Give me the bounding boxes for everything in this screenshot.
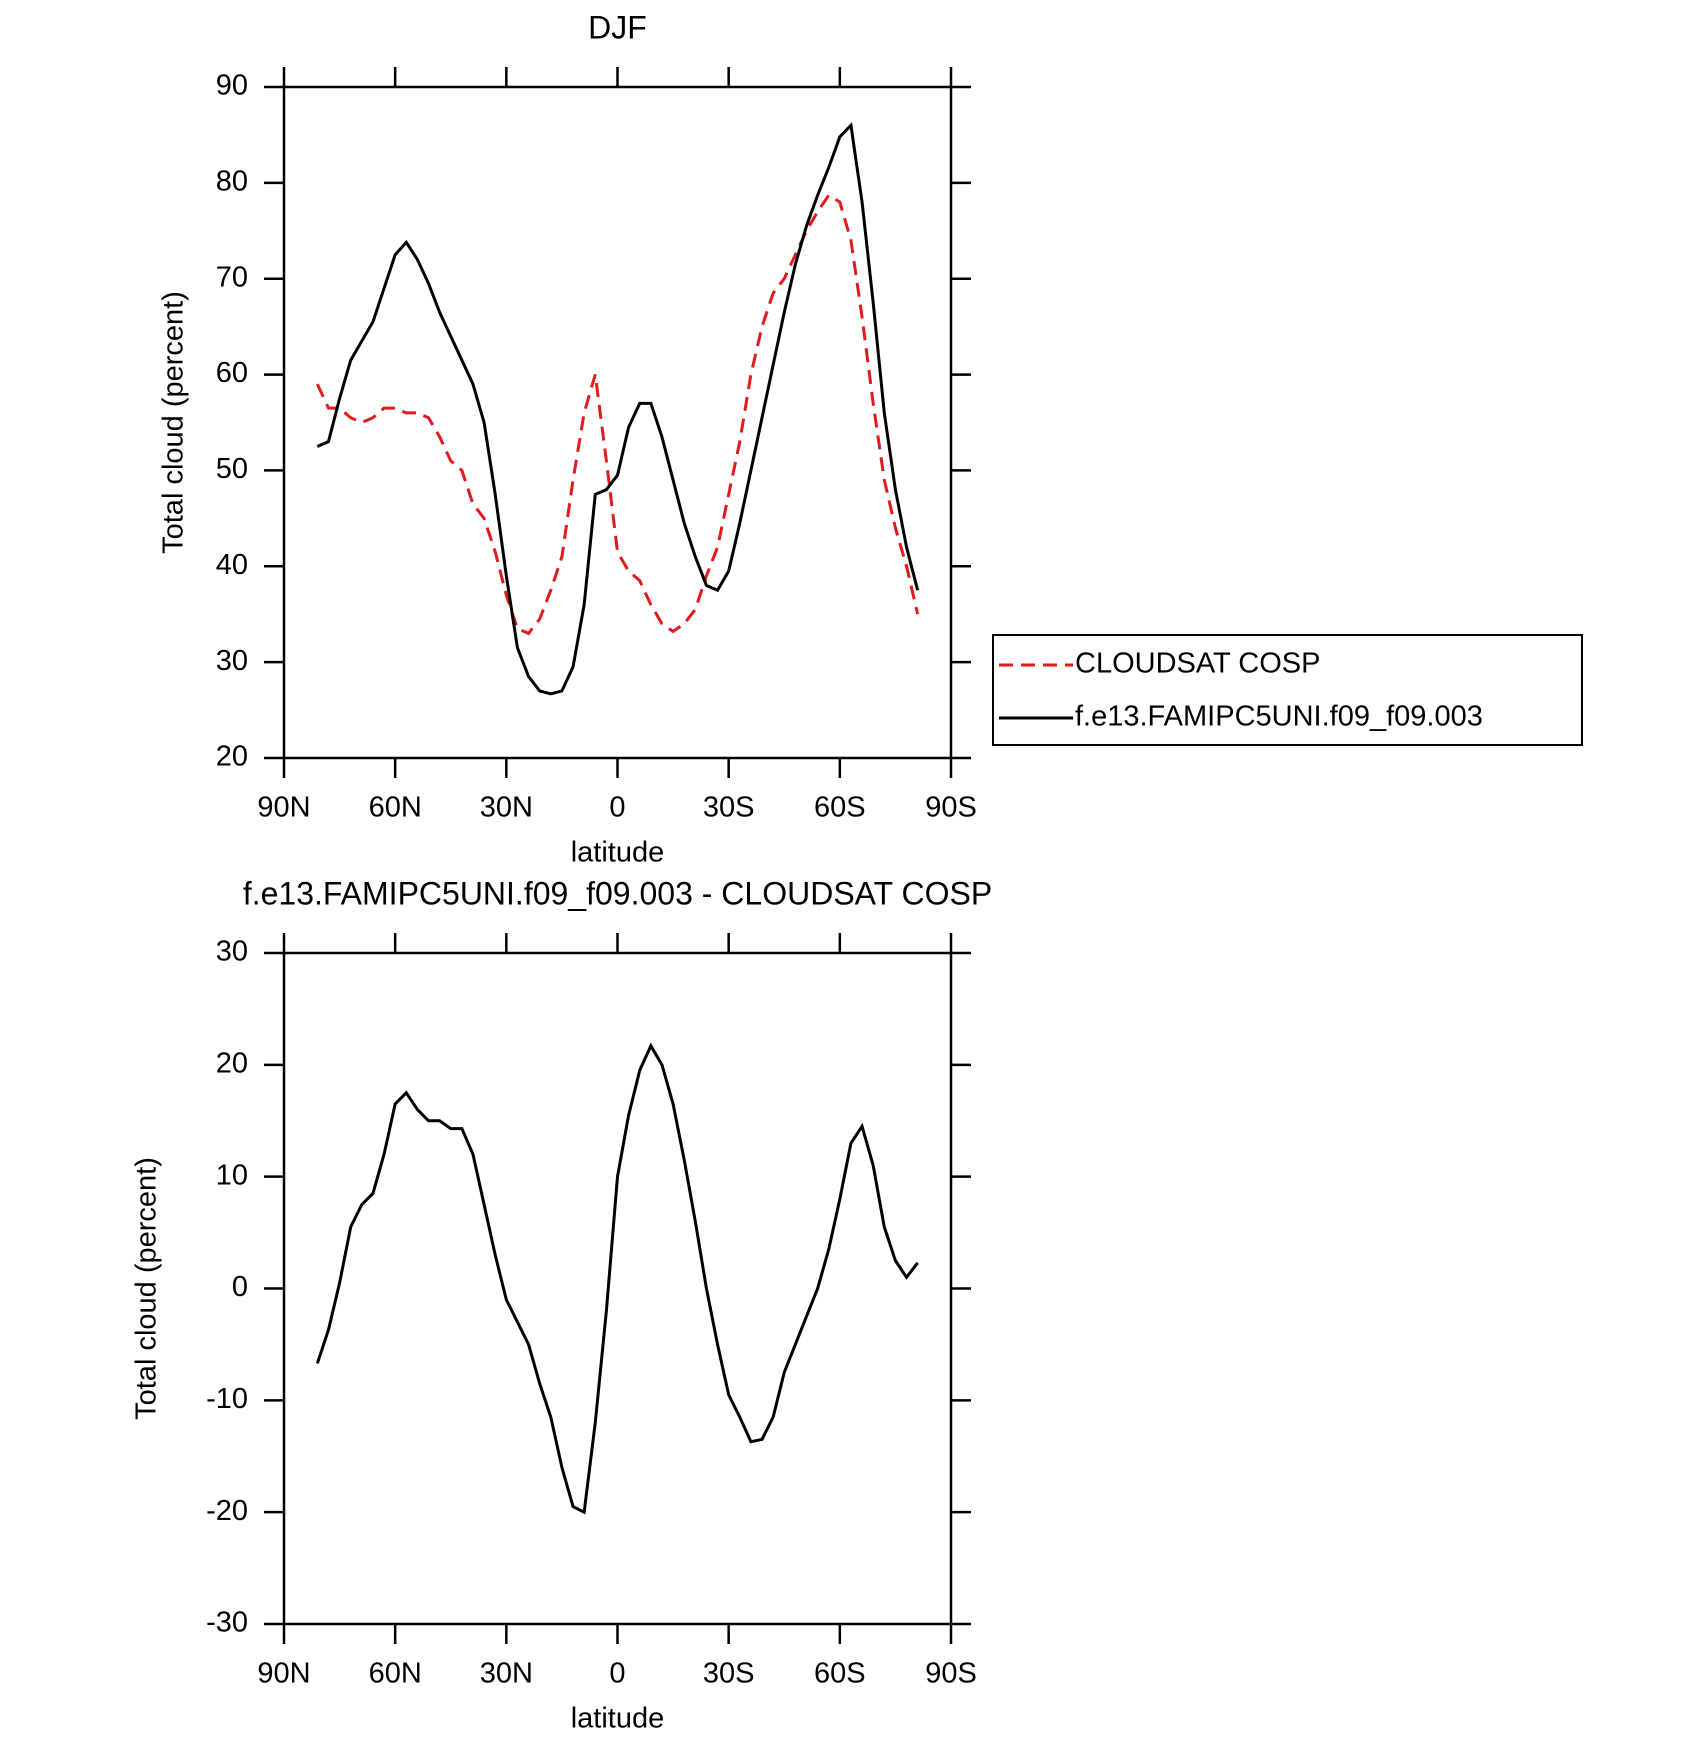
y-tick-label: -10 [206,1383,248,1415]
x-tick-label: 30S [703,792,755,824]
x-tick-label: 0 [609,1658,625,1690]
y-tick-label: 90 [216,70,248,102]
x-tick-label: 30N [480,1658,533,1690]
y-tick-label: 80 [216,166,248,198]
data-line [315,1042,919,1515]
data-line [315,193,920,636]
y-tick-label: 30 [216,936,248,968]
x-tick-label: 90S [925,1658,977,1690]
plot-frame [282,951,953,1626]
y-tick-label: -20 [206,1495,248,1527]
x-tick-label: 60N [369,792,422,824]
y-axis-label: Total cloud (percent) [131,1157,163,1420]
y-tick-label: 50 [216,453,248,485]
legend-label: CLOUDSAT COSP [1075,648,1320,680]
x-axis-label: latitude [571,837,665,869]
chart-title: f.e13.FAMIPC5UNI.f09_f09.003 - CLOUDSAT … [243,875,992,911]
y-axis-label: Total cloud (percent) [158,291,190,554]
y-tick-label: 0 [232,1271,248,1303]
plot-frame [282,85,953,760]
y-tick-label: 40 [216,549,248,581]
y-tick-label: 20 [216,741,248,773]
x-tick-label: 30N [480,792,533,824]
x-tick-label: 0 [609,792,625,824]
x-tick-label: 60S [814,792,866,824]
chart-title: DJF [588,9,647,45]
x-tick-label: 90S [925,792,977,824]
x-tick-label: 60N [369,1658,422,1690]
y-tick-label: 60 [216,357,248,389]
y-tick-label: -30 [206,1607,248,1639]
legend-label: f.e13.FAMIPC5UNI.f09_f09.003 [1075,701,1483,733]
x-axis-label: latitude [571,1703,665,1735]
y-tick-label: 70 [216,261,248,293]
data-line [316,122,920,696]
x-tick-label: 90N [257,1658,310,1690]
x-tick-label: 90N [257,792,310,824]
y-tick-label: 30 [216,645,248,677]
y-tick-label: 20 [216,1047,248,1079]
y-tick-label: 10 [216,1159,248,1191]
x-tick-label: 30S [703,1658,755,1690]
x-tick-label: 60S [814,1658,866,1690]
legend-box [992,634,1583,746]
